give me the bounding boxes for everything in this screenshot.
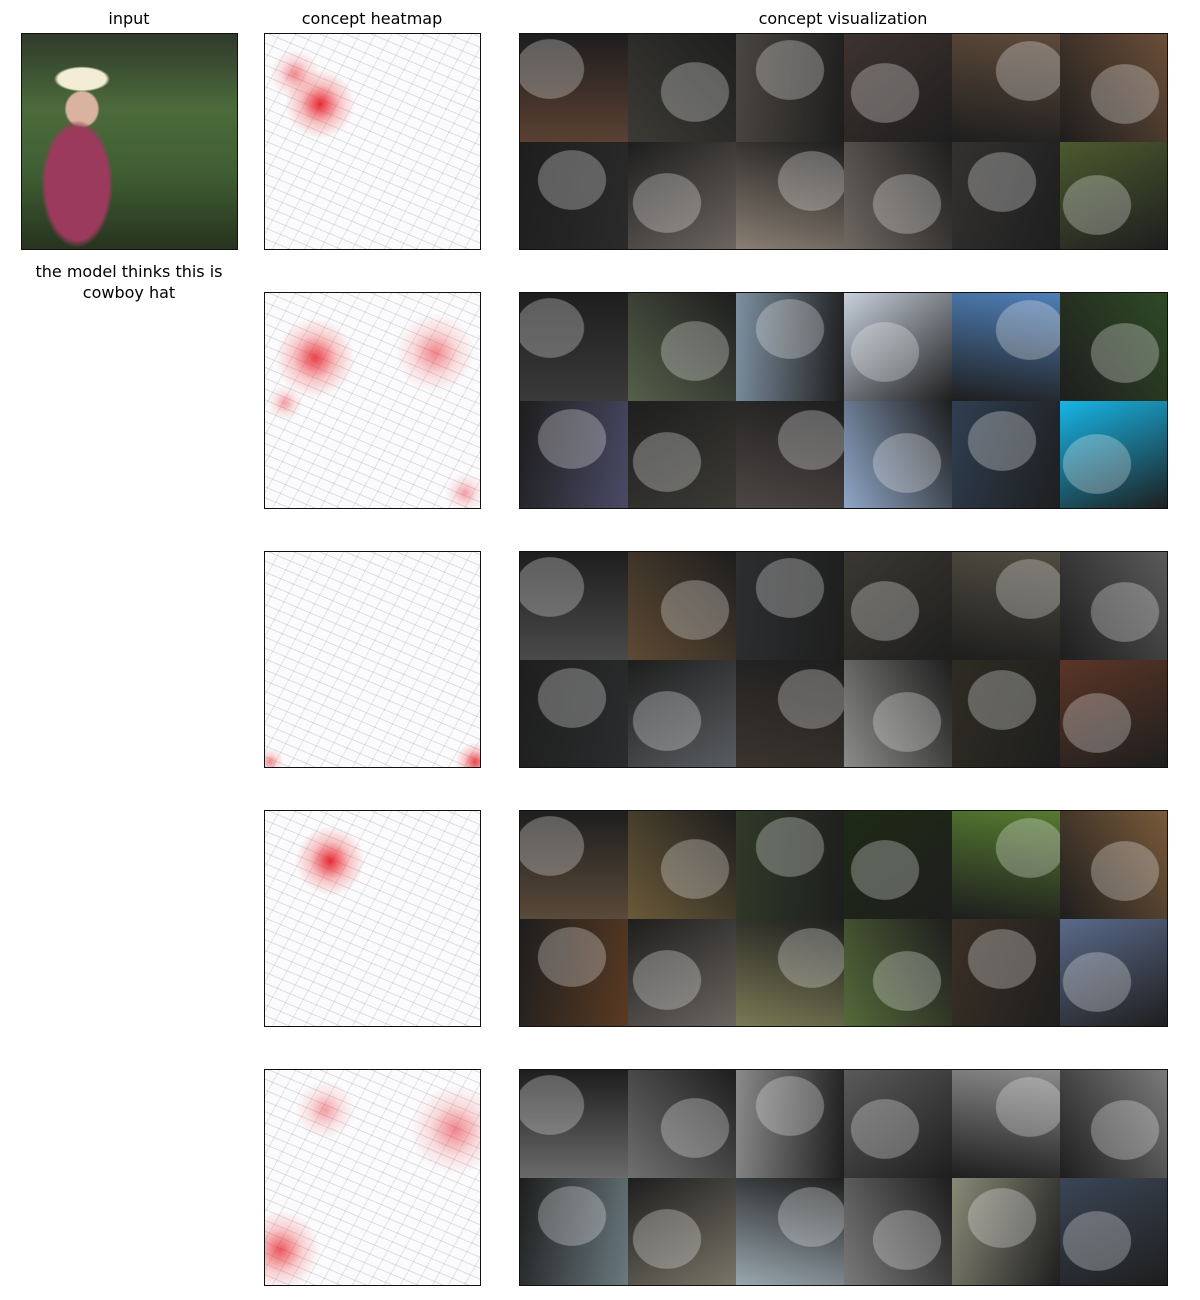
- concept-patch: [1060, 401, 1167, 508]
- concept-patch: [1060, 34, 1167, 142]
- concept-patch: [736, 811, 844, 919]
- heatmap: [264, 1069, 481, 1286]
- concept-patch: [1060, 293, 1167, 401]
- concept-patch: [1060, 142, 1167, 249]
- visualization-grid: [519, 1069, 1168, 1286]
- input-image: [21, 33, 238, 250]
- concept-patch: [628, 660, 736, 767]
- concept-patch: [628, 811, 736, 919]
- visualization-grid: [519, 292, 1168, 509]
- concept-patch: [736, 919, 844, 1026]
- concept-patch: [736, 401, 844, 508]
- concept-patch: [952, 1178, 1060, 1285]
- concept-patch: [628, 919, 736, 1026]
- concept-patch: [844, 293, 952, 401]
- concept-patch: [952, 660, 1060, 767]
- concept-patch: [952, 552, 1060, 660]
- concept-patch: [952, 401, 1060, 508]
- concept-patch: [628, 1178, 736, 1285]
- visualization-grid: [519, 33, 1168, 250]
- heatmap: [264, 810, 481, 1027]
- concept-patch: [520, 1070, 628, 1178]
- caption-line: the model thinks this is: [35, 262, 223, 281]
- column-header: concept visualization: [758, 9, 928, 28]
- concept-patch: [736, 1178, 844, 1285]
- concept-patch: [844, 1070, 952, 1178]
- heatmap: [264, 551, 481, 768]
- column-header: concept heatmap: [301, 9, 443, 28]
- concept-patch: [844, 919, 952, 1026]
- concept-patch: [1060, 919, 1167, 1026]
- heatmap: [264, 292, 481, 509]
- concept-patch: [844, 811, 952, 919]
- concept-patch: [520, 401, 628, 508]
- concept-patch: [736, 293, 844, 401]
- concept-patch: [1060, 660, 1167, 767]
- concept-patch: [736, 34, 844, 142]
- concept-patch: [844, 1178, 952, 1285]
- concept-patch: [520, 293, 628, 401]
- concept-patch: [1060, 811, 1167, 919]
- concept-patch: [952, 811, 1060, 919]
- concept-patch: [736, 552, 844, 660]
- heatmap: [264, 33, 481, 250]
- concept-patch: [520, 552, 628, 660]
- concept-patch: [844, 34, 952, 142]
- concept-patch: [952, 919, 1060, 1026]
- concept-patch: [844, 552, 952, 660]
- concept-patch: [952, 142, 1060, 249]
- concept-patch: [628, 142, 736, 249]
- concept-patch: [628, 1070, 736, 1178]
- concept-patch: [736, 1070, 844, 1178]
- concept-patch: [520, 142, 628, 249]
- concept-patch: [520, 1178, 628, 1285]
- concept-patch: [520, 919, 628, 1026]
- concept-patch: [628, 401, 736, 508]
- concept-patch: [952, 1070, 1060, 1178]
- concept-patch: [952, 34, 1060, 142]
- concept-patch: [628, 34, 736, 142]
- concept-patch: [520, 811, 628, 919]
- concept-patch: [844, 401, 952, 508]
- concept-patch: [1060, 552, 1167, 660]
- visualization-grid: [519, 810, 1168, 1027]
- concept-patch: [520, 660, 628, 767]
- concept-patch: [520, 34, 628, 142]
- concept-patch: [736, 142, 844, 249]
- concept-patch: [1060, 1070, 1167, 1178]
- caption-line: cowboy hat: [82, 283, 176, 302]
- concept-patch: [952, 293, 1060, 401]
- concept-patch: [736, 660, 844, 767]
- concept-patch: [844, 660, 952, 767]
- concept-patch: [1060, 1178, 1167, 1285]
- concept-patch: [628, 552, 736, 660]
- visualization-grid: [519, 551, 1168, 768]
- column-header: input: [108, 9, 150, 28]
- concept-patch: [844, 142, 952, 249]
- concept-patch: [628, 293, 736, 401]
